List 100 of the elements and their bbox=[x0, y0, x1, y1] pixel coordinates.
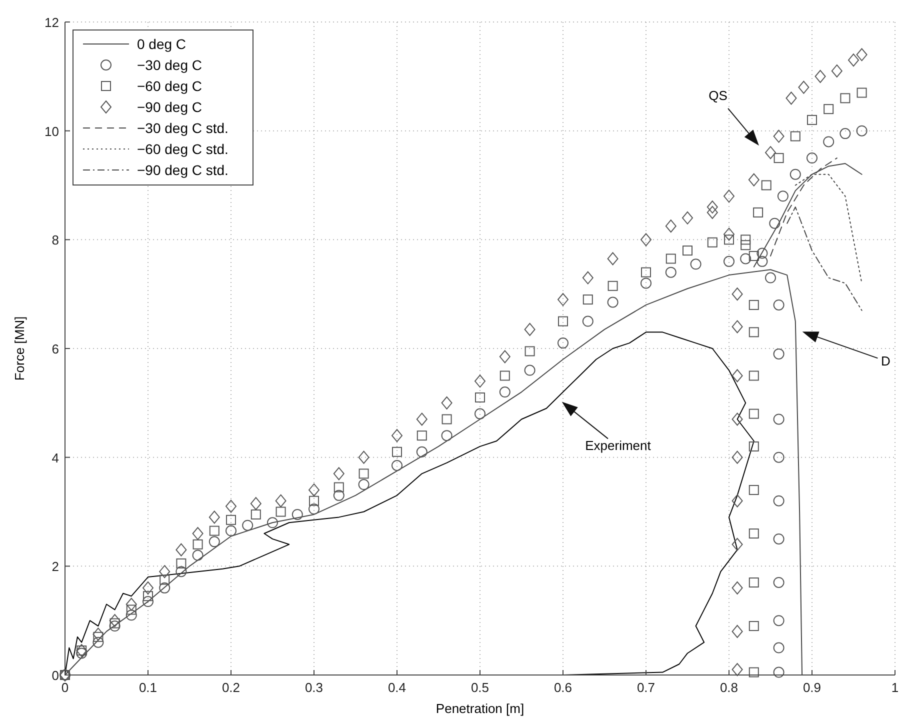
y-tick-label: 0 bbox=[52, 668, 59, 683]
point bbox=[442, 414, 452, 424]
point bbox=[358, 450, 370, 464]
point bbox=[250, 497, 262, 510]
point bbox=[706, 200, 718, 214]
x-tick-label: 0 bbox=[61, 680, 69, 695]
x-tick-label: 1 bbox=[891, 680, 899, 695]
point bbox=[267, 517, 278, 528]
line-series bbox=[786, 206, 862, 311]
legend-label: −90 deg C std. bbox=[137, 162, 228, 178]
point bbox=[142, 596, 154, 608]
point bbox=[558, 316, 568, 326]
point bbox=[806, 152, 818, 164]
point bbox=[732, 663, 743, 676]
point bbox=[748, 250, 759, 261]
point bbox=[790, 131, 800, 142]
point bbox=[756, 256, 768, 267]
point bbox=[665, 266, 676, 278]
point bbox=[773, 642, 784, 654]
point bbox=[786, 92, 797, 105]
point bbox=[582, 294, 593, 305]
point bbox=[773, 130, 784, 143]
point bbox=[276, 506, 286, 517]
x-tick-label: 0.5 bbox=[470, 680, 490, 695]
point bbox=[706, 206, 718, 219]
x-tick-label: 0.7 bbox=[636, 680, 656, 695]
point bbox=[748, 327, 759, 338]
point bbox=[748, 441, 759, 452]
point bbox=[441, 430, 452, 442]
point bbox=[756, 248, 768, 259]
x-tick-label: 0.6 bbox=[554, 680, 572, 695]
point bbox=[682, 211, 693, 224]
legend-label: −60 deg C std. bbox=[137, 141, 228, 157]
point bbox=[753, 207, 764, 218]
x-tick-label: 0.8 bbox=[720, 680, 738, 695]
x-tick-label: 0.3 bbox=[304, 680, 324, 695]
point bbox=[475, 392, 485, 402]
point bbox=[126, 598, 137, 611]
point bbox=[724, 228, 734, 241]
x-axis-title: Penetration [m] bbox=[436, 701, 524, 716]
point bbox=[769, 218, 780, 229]
point bbox=[732, 624, 743, 638]
point bbox=[500, 370, 510, 381]
annotation: Experiment bbox=[585, 438, 652, 454]
point bbox=[275, 494, 286, 508]
point bbox=[92, 628, 104, 641]
point bbox=[790, 168, 801, 180]
point bbox=[740, 234, 751, 245]
point bbox=[474, 374, 486, 388]
point bbox=[840, 128, 851, 140]
annotation: QS bbox=[708, 88, 728, 103]
point bbox=[392, 429, 402, 442]
point bbox=[607, 296, 618, 308]
point bbox=[641, 267, 651, 278]
point bbox=[209, 526, 220, 536]
point bbox=[607, 252, 618, 266]
point bbox=[109, 620, 120, 632]
point bbox=[76, 648, 88, 659]
point bbox=[142, 581, 154, 594]
point bbox=[392, 460, 402, 471]
point bbox=[732, 320, 743, 334]
point bbox=[499, 350, 510, 364]
legend-label: −60 deg C bbox=[137, 78, 202, 94]
legend-label: −30 deg C std. bbox=[137, 120, 228, 136]
annotation: D bbox=[881, 354, 890, 369]
point bbox=[732, 288, 743, 301]
point bbox=[226, 500, 236, 513]
point bbox=[740, 253, 752, 264]
y-tick-label: 10 bbox=[44, 124, 59, 139]
point bbox=[682, 246, 692, 256]
point bbox=[250, 509, 261, 520]
point bbox=[748, 621, 759, 632]
point bbox=[358, 468, 369, 479]
point bbox=[690, 258, 702, 270]
point bbox=[416, 446, 428, 458]
point bbox=[732, 494, 743, 508]
point bbox=[732, 581, 743, 594]
point bbox=[724, 190, 734, 203]
point bbox=[777, 190, 788, 202]
y-tick-label: 4 bbox=[52, 450, 59, 466]
y-tick-label: 6 bbox=[52, 342, 59, 356]
point bbox=[666, 254, 676, 264]
point bbox=[773, 576, 784, 588]
point bbox=[761, 180, 772, 190]
point bbox=[856, 125, 868, 136]
point bbox=[740, 240, 751, 250]
point bbox=[773, 615, 784, 626]
point bbox=[856, 48, 868, 62]
point bbox=[192, 527, 204, 540]
x-tick-label: 0.2 bbox=[222, 680, 240, 695]
point bbox=[524, 364, 536, 376]
point bbox=[92, 636, 104, 648]
point bbox=[242, 520, 254, 531]
point bbox=[748, 667, 759, 678]
point bbox=[308, 483, 320, 496]
point bbox=[192, 539, 203, 550]
point bbox=[748, 577, 759, 588]
point bbox=[608, 280, 618, 291]
point bbox=[724, 234, 734, 245]
point bbox=[765, 146, 776, 160]
